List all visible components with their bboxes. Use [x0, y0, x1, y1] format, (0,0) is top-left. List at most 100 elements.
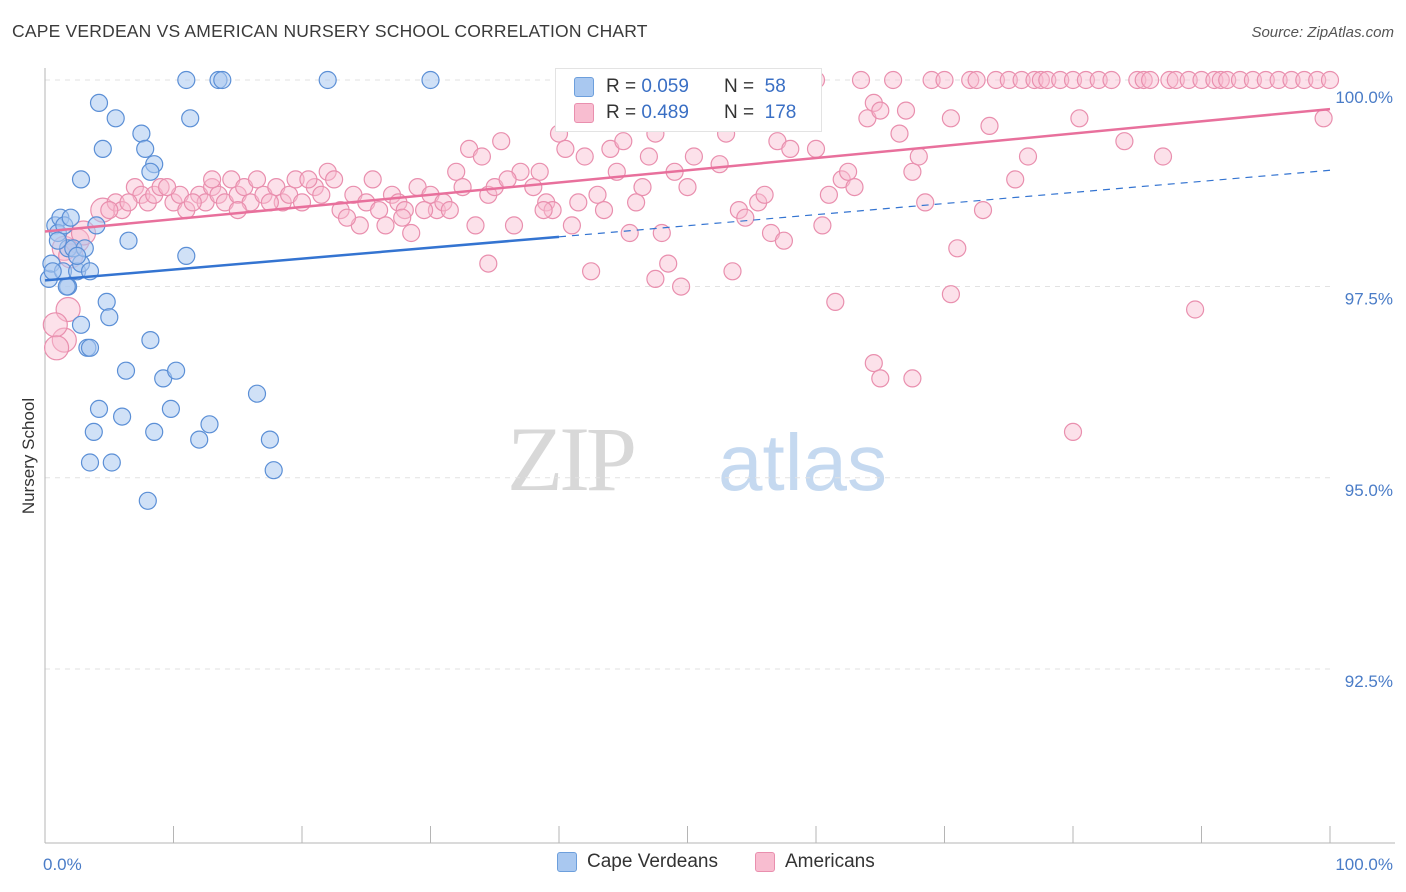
point-cape-verdean [200, 415, 219, 434]
point-american [845, 178, 864, 197]
point-american [530, 162, 549, 181]
point-american [492, 132, 511, 151]
point-american [556, 139, 575, 158]
point-american [1295, 70, 1314, 90]
point-american [1115, 132, 1134, 151]
point-american [524, 178, 543, 197]
point-american [247, 170, 267, 189]
point-american [1018, 147, 1038, 166]
point-american [774, 231, 794, 250]
point-cape-verdean [132, 124, 151, 143]
legend-swatch-blue [574, 77, 594, 97]
legend-r-value: 0.059 [641, 76, 689, 97]
legend-n-label: N = [723, 76, 755, 97]
point-american [158, 178, 177, 197]
point-american [1205, 70, 1224, 90]
point-cape-verdean [177, 246, 196, 265]
point-american [819, 185, 839, 204]
point-cape-verdean [48, 231, 68, 250]
point-american [299, 170, 318, 189]
point-american [498, 170, 517, 189]
point-american [534, 201, 553, 220]
point-cape-verdean [145, 422, 164, 441]
point-cape-verdean [141, 331, 160, 350]
point-american [466, 216, 485, 235]
axes [44, 68, 1395, 844]
point-american [286, 170, 305, 189]
point-american [909, 147, 928, 166]
bottom-legend-label: Americans [785, 851, 875, 872]
point-american [838, 162, 858, 181]
point-american [1269, 70, 1288, 90]
trend-line-americans [44, 107, 1331, 233]
point-american [903, 162, 922, 181]
point-cape-verdean [213, 70, 232, 90]
point-cape-verdean [138, 491, 157, 510]
point-american [43, 335, 70, 361]
point-cape-verdean [161, 399, 180, 418]
point-american [999, 70, 1018, 90]
point-american [620, 223, 639, 243]
point-cape-verdean [141, 162, 160, 181]
legend-swatch-pink [574, 103, 594, 123]
point-american [864, 354, 883, 373]
point-american [1038, 70, 1057, 90]
point-american [1025, 70, 1044, 90]
point-cape-verdean [190, 430, 209, 449]
point-american [1012, 70, 1031, 90]
point-cape-verdean [43, 262, 62, 281]
point-cape-verdean [247, 384, 267, 403]
point-american [659, 254, 678, 273]
legend: R = 0.059 N = 58 R = 0.489 N = 178 [555, 68, 822, 132]
point-american [42, 312, 68, 338]
point-american [871, 101, 890, 120]
point-american [402, 223, 421, 243]
point-american [652, 223, 671, 243]
point-cape-verdean [106, 109, 125, 128]
point-american [1153, 147, 1173, 166]
point-american [415, 201, 434, 220]
point-american [851, 70, 871, 90]
point-american [646, 269, 665, 288]
y-tick-label: 92.5% [1345, 672, 1393, 691]
point-american [138, 193, 157, 212]
point-american [472, 147, 491, 166]
point-cape-verdean [116, 361, 136, 380]
point-american [440, 201, 459, 220]
x-tick-label-0: 0.0% [43, 855, 82, 874]
point-american [1230, 70, 1250, 90]
watermark: ZIP atlas [507, 408, 887, 510]
point-cape-verdean [80, 338, 100, 357]
legend-r-label: R = [606, 76, 637, 97]
x-tick-labels: 0.0% 100.0% [43, 855, 1393, 874]
bottom-legend-swatch-pink [755, 852, 775, 872]
point-american [376, 216, 395, 235]
point-american [1320, 70, 1340, 90]
point-cape-verdean [264, 461, 283, 480]
point-american [980, 116, 999, 136]
point-american [1102, 70, 1121, 90]
point-american [986, 70, 1006, 90]
y-tick-label: 95.0% [1345, 481, 1393, 500]
point-american [151, 178, 170, 197]
point-american [1063, 422, 1083, 441]
point-american [948, 239, 967, 258]
point-american [1192, 70, 1211, 90]
point-cape-verdean [93, 139, 112, 158]
point-american [588, 185, 607, 204]
legend-row-americans: R = 0.489 N = 178 [574, 101, 796, 125]
point-american [961, 70, 980, 90]
point-american [100, 201, 119, 220]
point-american [393, 208, 412, 227]
point-american [1282, 70, 1301, 90]
y-axis-label: Nursery School [19, 398, 38, 514]
point-american [755, 185, 774, 204]
point-american [318, 162, 337, 181]
point-american [183, 193, 202, 212]
y-tick-label: 97.5% [1345, 290, 1393, 309]
point-american [729, 201, 749, 220]
chart-title: CAPE VERDEAN VS AMERICAN NURSERY SCHOOL … [12, 21, 648, 41]
point-american [1314, 109, 1333, 128]
point-american [331, 201, 350, 220]
point-cape-verdean [71, 315, 91, 334]
